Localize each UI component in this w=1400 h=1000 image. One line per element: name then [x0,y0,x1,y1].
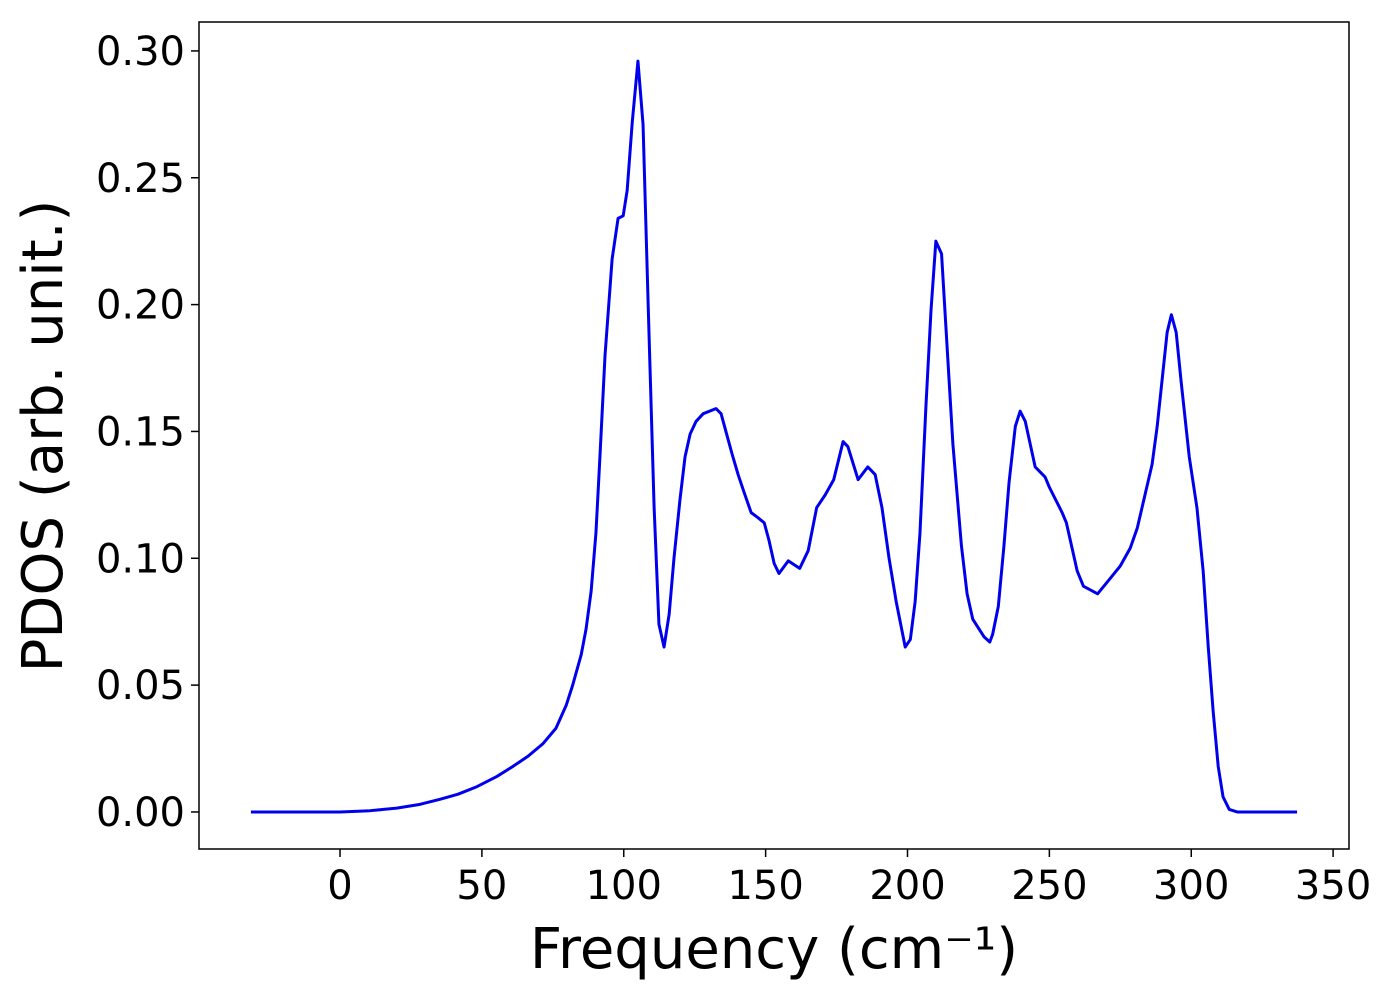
y-tick-label: 0.30 [96,29,185,75]
x-tick-label: 0 [327,863,352,909]
data-line [250,59,1298,814]
x-tick-label: 300 [1153,863,1229,909]
x-tick-label: 350 [1295,863,1371,909]
x-tick-label: 250 [1011,863,1087,909]
y-tick-label: 0.00 [96,790,185,836]
y-tick-label: 0.05 [96,663,185,709]
y-tick-label: 0.25 [96,156,185,202]
x-tick-label: 100 [586,863,662,909]
y-tick-label: 0.20 [96,283,185,329]
x-tick-label: 150 [727,863,803,909]
y-axis-label: PDOS (arb. unit.) [11,200,76,673]
x-tick-label: 50 [456,863,507,909]
y-tick-label: 0.10 [96,536,185,582]
y-tick-label: 0.15 [96,409,185,455]
x-tick-label: 200 [869,863,945,909]
x-axis-label: Frequency (cm⁻¹) [530,917,1018,982]
plot-frame [198,21,1350,850]
